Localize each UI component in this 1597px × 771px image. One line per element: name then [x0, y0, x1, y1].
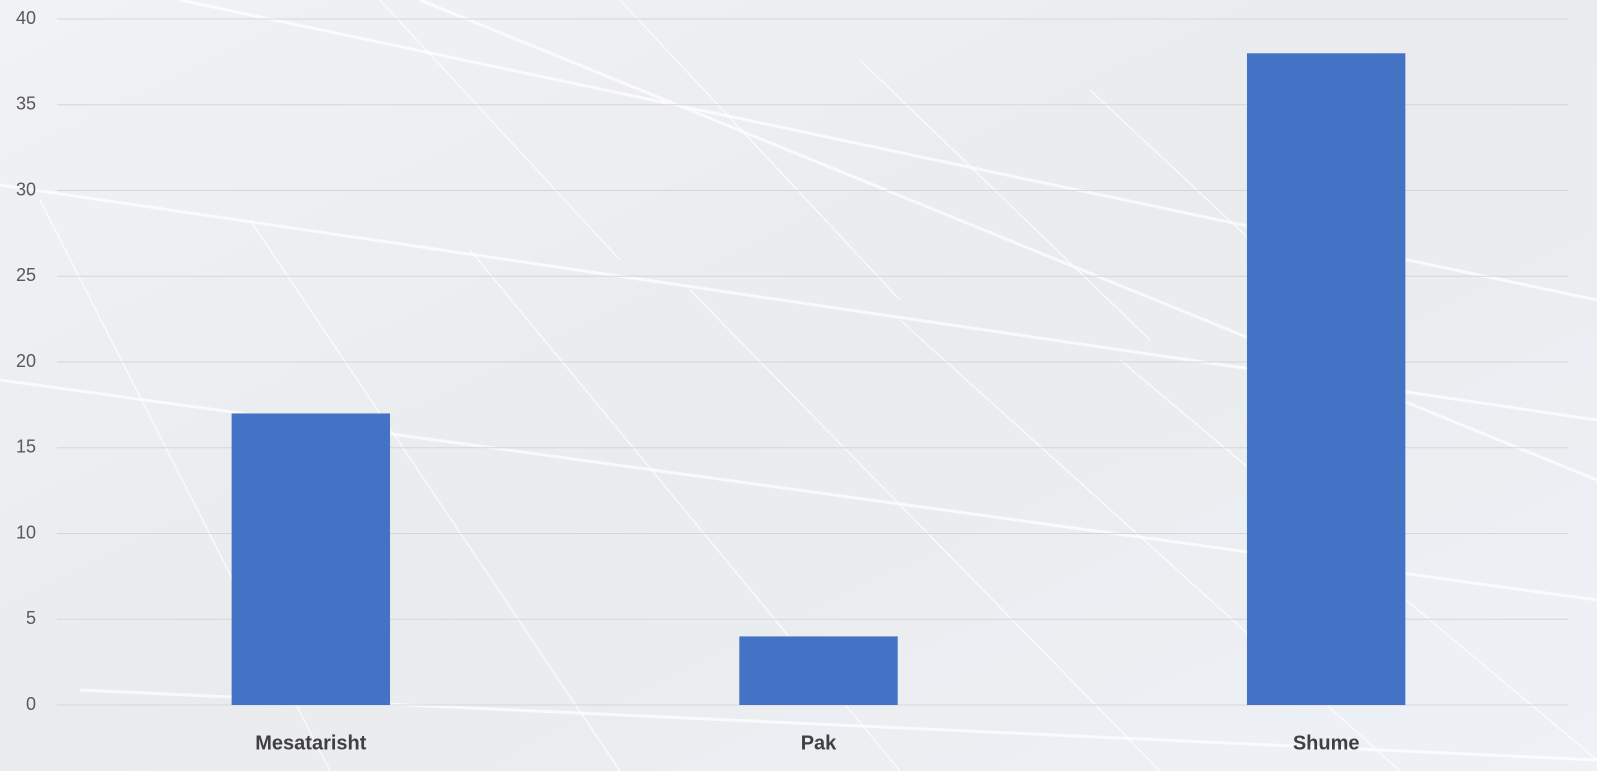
bar — [1246, 53, 1406, 706]
plot-area: 0 5 10 15 20 25 30 35 40 Mesatarisht Pak Shume — [16, 8, 1568, 754]
y-tick-label: 10 — [16, 522, 36, 542]
y-tick-label: 35 — [16, 94, 36, 114]
x-tick-label: Shume — [1293, 732, 1360, 754]
y-tick-label: 40 — [16, 8, 36, 28]
y-tick-label: 0 — [26, 694, 36, 714]
y-tick-label: 30 — [16, 179, 36, 199]
x-tick-label: Pak — [801, 732, 837, 754]
y-tick-label: 5 — [26, 608, 36, 628]
y-tick-label: 20 — [16, 351, 36, 371]
bar — [739, 636, 898, 705]
bar — [231, 413, 391, 705]
x-tick-label: Mesatarisht — [255, 732, 366, 754]
y-tick-label: 15 — [16, 437, 36, 457]
y-tick-label: 25 — [16, 265, 36, 285]
